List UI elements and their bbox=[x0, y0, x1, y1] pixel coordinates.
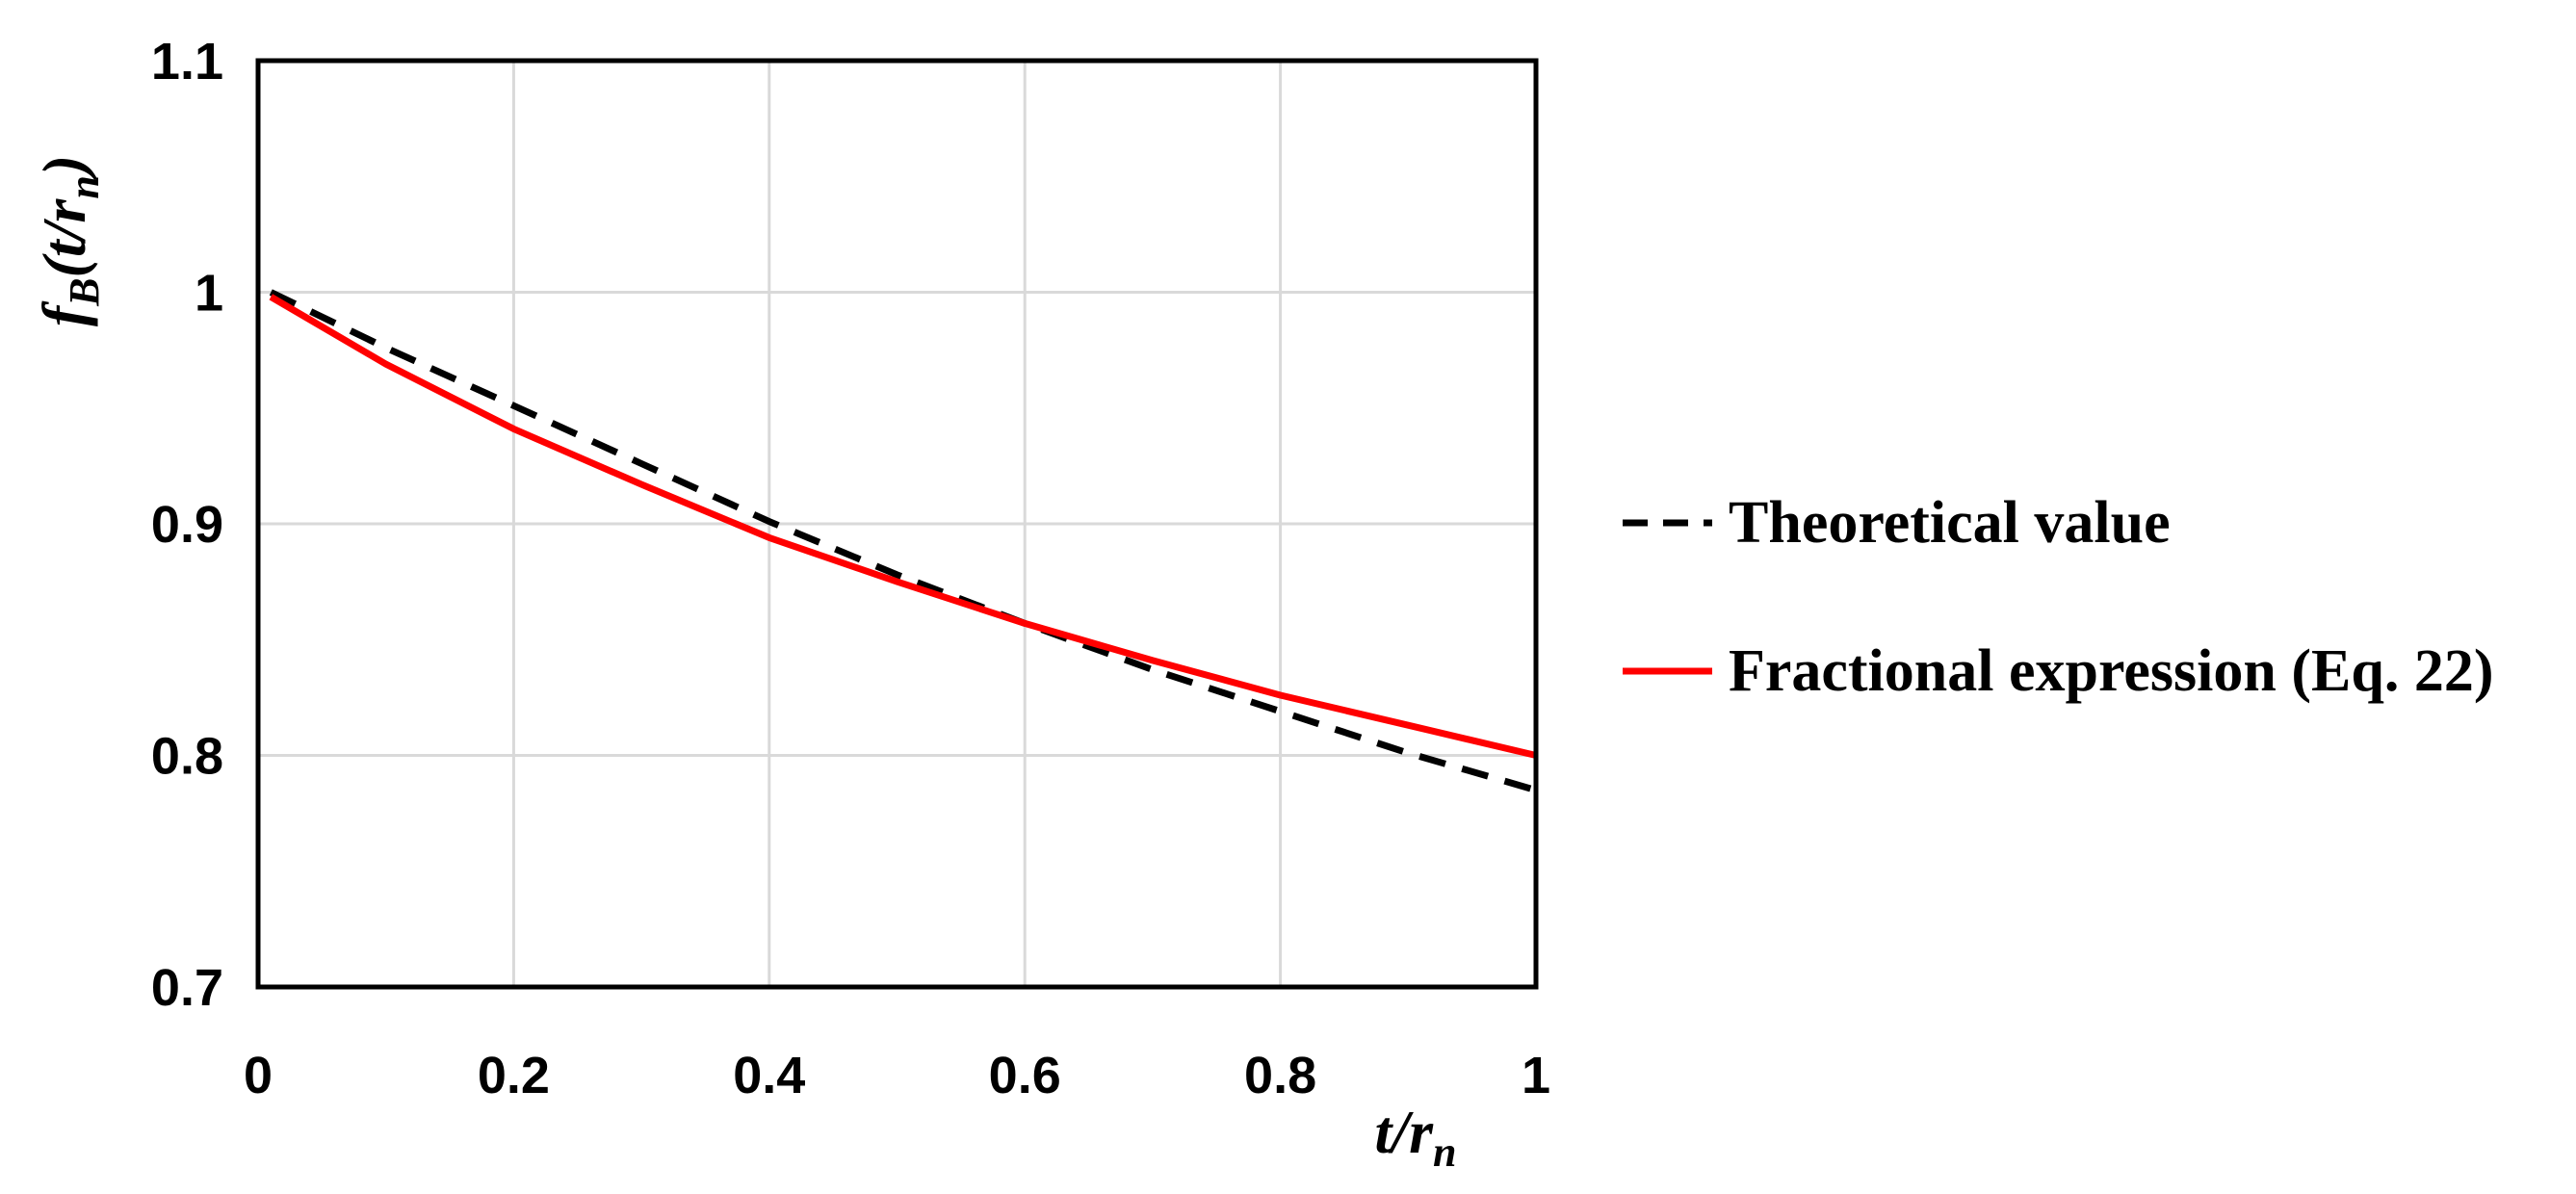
x-tick-label: 0.8 bbox=[1244, 1047, 1316, 1104]
legend-label-1: Fractional expression (Eq. 22) bbox=[1729, 638, 2494, 704]
y-tick-label: 0.7 bbox=[151, 959, 223, 1017]
x-tick-label: 0.4 bbox=[733, 1047, 805, 1104]
x-tick-label: 0.2 bbox=[478, 1047, 550, 1104]
x-axis-title-main: t/r bbox=[1375, 1098, 1435, 1166]
y-axis-title-close: ) bbox=[30, 155, 98, 180]
y-axis-title-arg: (t/r bbox=[30, 198, 98, 278]
plot-frame bbox=[255, 58, 1539, 990]
y-tick-label: 0.9 bbox=[151, 496, 223, 554]
series-layer bbox=[269, 289, 1537, 793]
legend: Theoretical value Fractional expression (… bbox=[1623, 490, 2494, 704]
legend-label-0: Theoretical value bbox=[1729, 490, 2171, 556]
y-tick-label: 1 bbox=[195, 265, 223, 323]
y-tick-label: 0.8 bbox=[151, 728, 223, 786]
x-tick-label: 1 bbox=[1522, 1047, 1550, 1104]
y-tick-labels: 0.7 0.8 0.9 1 1.1 bbox=[151, 33, 223, 1017]
x-axis-title-sub: n bbox=[1433, 1129, 1456, 1176]
x-tick-label: 0.6 bbox=[989, 1047, 1061, 1104]
x-axis-title: t/rn bbox=[1375, 1098, 1457, 1176]
y-axis-title-f-sub: B bbox=[61, 277, 108, 306]
y-axis-title: fB(t/rn) bbox=[30, 155, 108, 326]
y-axis-title-arg-sub: n bbox=[61, 175, 108, 198]
x-tick-labels: 0 0.2 0.4 0.6 0.8 1 bbox=[244, 1047, 1550, 1104]
grid bbox=[256, 59, 1538, 989]
series-line-1 bbox=[269, 294, 1537, 759]
y-tick-label: 1.1 bbox=[151, 33, 223, 91]
series-line-0 bbox=[269, 289, 1537, 793]
x-tick-label: 0 bbox=[244, 1047, 273, 1104]
